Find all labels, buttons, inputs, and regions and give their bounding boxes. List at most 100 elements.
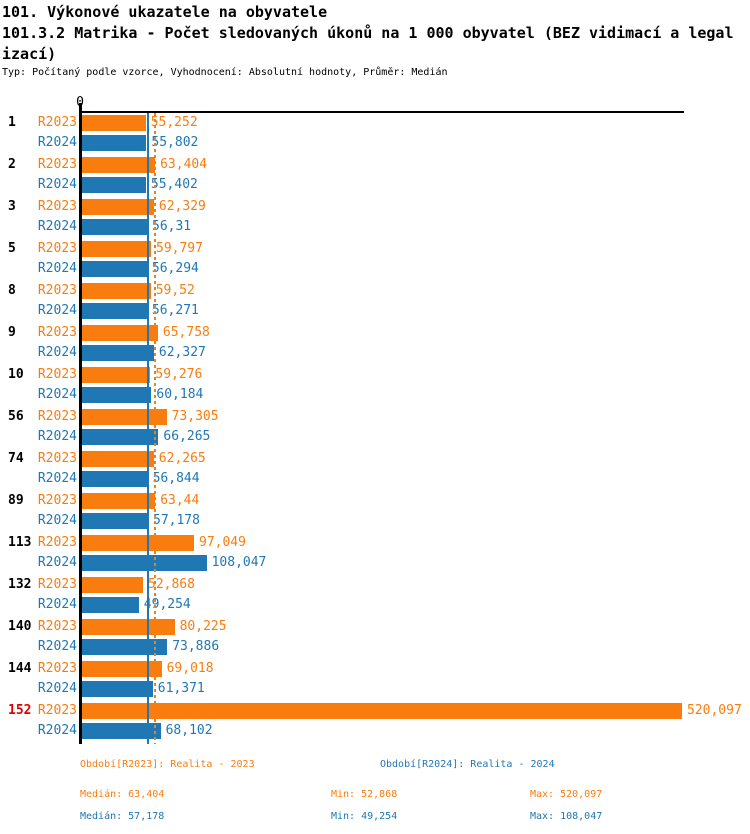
bar-r2023 bbox=[82, 409, 167, 425]
value-label-r2024: 49,254 bbox=[143, 597, 191, 612]
median-line-r2024 bbox=[147, 113, 149, 744]
series-label-r2024: R2024 bbox=[37, 471, 77, 486]
bar-r2023 bbox=[82, 115, 146, 131]
value-label-r2024: 66,265 bbox=[163, 429, 211, 444]
value-label-r2023: 73,305 bbox=[171, 409, 219, 424]
value-label-r2024: 68,102 bbox=[165, 723, 213, 738]
series-label-r2023: R2023 bbox=[37, 451, 77, 466]
bar-r2024 bbox=[82, 345, 154, 361]
category-label: 152 bbox=[8, 703, 32, 718]
value-label-r2023: 55,252 bbox=[150, 115, 198, 130]
value-label-r2024: 62,327 bbox=[158, 345, 206, 360]
series-label-r2023: R2023 bbox=[37, 577, 77, 592]
bar-r2023 bbox=[82, 367, 151, 383]
bar-r2023 bbox=[82, 703, 682, 719]
bar-r2024 bbox=[82, 261, 147, 277]
value-label-r2023: 52,868 bbox=[148, 577, 195, 592]
series-label-r2024: R2024 bbox=[37, 429, 77, 444]
bar-r2023 bbox=[82, 241, 151, 257]
series-label-r2024: R2024 bbox=[37, 513, 77, 528]
bar-r2024 bbox=[82, 723, 161, 739]
stat-median-r2023: Medián: 63,404 bbox=[80, 789, 165, 800]
bar-r2024 bbox=[82, 387, 152, 403]
category-label: 74 bbox=[8, 451, 24, 466]
stat-median-r2024: Medián: 57,178 bbox=[80, 811, 165, 822]
value-label-r2024: 55,402 bbox=[150, 177, 198, 192]
category-label: 10 bbox=[8, 367, 24, 382]
bar-r2023 bbox=[82, 451, 154, 467]
value-label-r2023: 69,018 bbox=[166, 661, 214, 676]
category-label: 1 bbox=[8, 115, 16, 130]
value-label-r2023: 59,52 bbox=[155, 283, 195, 298]
series-label-r2023: R2023 bbox=[37, 409, 77, 424]
value-label-r2024: 56,271 bbox=[151, 303, 199, 318]
value-label-r2024: 55,802 bbox=[151, 135, 199, 150]
value-label-r2024: 60,184 bbox=[156, 387, 204, 402]
category-label: 144 bbox=[8, 661, 32, 676]
series-label-r2023: R2023 bbox=[37, 661, 77, 676]
value-label-r2024: 108,047 bbox=[211, 555, 267, 570]
value-label-r2023: 520,097 bbox=[687, 703, 742, 718]
series-label-r2024: R2024 bbox=[37, 303, 77, 318]
value-label-r2023: 63,44 bbox=[160, 493, 200, 508]
value-label-r2023: 62,329 bbox=[158, 199, 206, 214]
category-label: 2 bbox=[8, 157, 16, 172]
series-label-r2023: R2023 bbox=[37, 535, 77, 550]
bar-r2023 bbox=[82, 535, 194, 551]
value-label-r2024: 57,178 bbox=[153, 513, 200, 528]
report-subtitle-line1: 101.3.2 Matrika - Počet sledovaných úkon… bbox=[2, 24, 734, 42]
series-label-r2024: R2024 bbox=[37, 639, 77, 654]
stat-min-r2023: Min: 52,868 bbox=[331, 789, 398, 800]
series-label-r2024: R2024 bbox=[37, 555, 77, 570]
stat-max-r2024: Max: 108,047 bbox=[530, 811, 603, 822]
category-label: 56 bbox=[8, 409, 24, 424]
value-label-r2023: 59,276 bbox=[155, 367, 203, 382]
series-label-r2023: R2023 bbox=[37, 283, 77, 298]
series-label-r2024: R2024 bbox=[37, 261, 77, 276]
series-label-r2024: R2024 bbox=[37, 135, 77, 150]
value-label-r2024: 61,371 bbox=[157, 681, 205, 696]
bar-r2024 bbox=[82, 303, 147, 319]
bar-r2024 bbox=[82, 471, 148, 487]
value-label-r2024: 56,294 bbox=[151, 261, 199, 276]
report-title: 101. Výkonové ukazatele na obyvatele bbox=[2, 3, 328, 21]
series-label-r2023: R2023 bbox=[37, 703, 77, 718]
bar-r2023 bbox=[82, 325, 158, 341]
bar-r2023 bbox=[82, 661, 162, 677]
value-label-r2024: 56,844 bbox=[152, 471, 200, 486]
bar-r2023 bbox=[82, 157, 156, 173]
series-label-r2023: R2023 bbox=[37, 493, 77, 508]
series-label-r2024: R2024 bbox=[37, 219, 77, 234]
value-label-r2023: 80,225 bbox=[179, 619, 227, 634]
report-meta: Typ: Počítaný podle vzorce, Vyhodnocení:… bbox=[2, 67, 448, 78]
category-label: 9 bbox=[8, 325, 16, 340]
series-label-r2024: R2024 bbox=[37, 597, 77, 612]
category-label: 113 bbox=[8, 535, 32, 550]
series-label-r2024: R2024 bbox=[37, 387, 77, 402]
bar-r2024 bbox=[82, 135, 147, 151]
bar-r2024 bbox=[82, 555, 207, 571]
bar-r2024 bbox=[82, 597, 139, 613]
bar-r2024 bbox=[82, 429, 159, 445]
series-label-r2023: R2023 bbox=[37, 241, 77, 256]
series-label-r2024: R2024 bbox=[37, 681, 77, 696]
bar-r2023 bbox=[82, 619, 175, 635]
legend-r2024: Období[R2024]: Realita - 2024 bbox=[380, 759, 555, 770]
series-label-r2024: R2024 bbox=[37, 723, 77, 738]
bar-r2023 bbox=[82, 199, 154, 215]
value-label-r2023: 59,797 bbox=[156, 241, 203, 256]
x-axis-line bbox=[79, 111, 684, 113]
series-label-r2023: R2023 bbox=[37, 115, 77, 130]
report-subtitle-line2: izací) bbox=[2, 45, 57, 63]
series-label-r2023: R2023 bbox=[37, 619, 77, 634]
series-label-r2023: R2023 bbox=[37, 157, 77, 172]
value-label-r2023: 62,265 bbox=[158, 451, 206, 466]
bar-r2024 bbox=[82, 219, 147, 235]
x-axis-zero-label: 0 bbox=[73, 96, 87, 110]
value-label-r2023: 97,049 bbox=[199, 535, 246, 550]
bar-r2023 bbox=[82, 283, 151, 299]
value-label-r2023: 63,404 bbox=[160, 157, 208, 172]
series-label-r2023: R2023 bbox=[37, 367, 77, 382]
category-label: 8 bbox=[8, 283, 16, 298]
